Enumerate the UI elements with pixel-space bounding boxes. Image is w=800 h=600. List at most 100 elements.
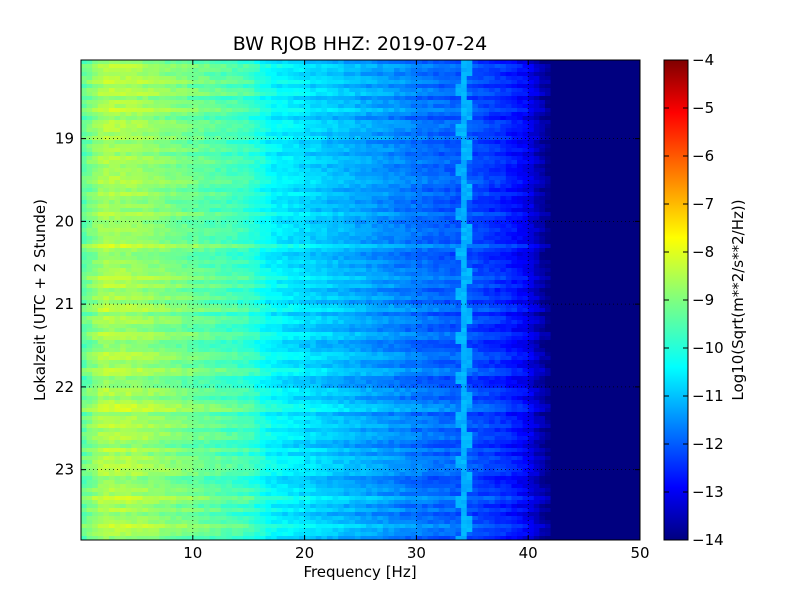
heatmap-cell (231, 232, 239, 237)
heatmap-cell (388, 100, 395, 105)
heatmap-cell (550, 116, 557, 121)
heatmap-cell (125, 160, 132, 165)
heatmap-cell (628, 128, 636, 133)
heatmap-cell (332, 124, 339, 129)
heatmap-cell (164, 180, 172, 185)
heatmap-cell (444, 164, 451, 169)
heatmap-cell (92, 116, 99, 121)
heatmap-cell (483, 76, 490, 81)
heatmap-cell (164, 120, 172, 125)
heatmap-cell (220, 60, 227, 65)
heatmap-cell (315, 180, 322, 185)
heatmap-cell (276, 92, 283, 97)
heatmap-cell (394, 112, 401, 117)
heatmap-cell (449, 176, 457, 181)
heatmap-cell (203, 200, 211, 205)
heatmap-cell (388, 156, 395, 161)
heatmap-cell (304, 164, 311, 169)
heatmap-cell (315, 232, 322, 237)
heatmap-cell (271, 256, 278, 261)
heatmap-cell (589, 204, 596, 209)
heatmap-cell (187, 72, 194, 77)
heatmap-cell (606, 232, 613, 237)
heatmap-cell (131, 216, 138, 221)
heatmap-cell (164, 84, 172, 89)
heatmap-cell (483, 200, 490, 205)
heatmap-cell (136, 248, 144, 253)
heatmap-cell (81, 128, 88, 133)
heatmap-cell (170, 188, 177, 193)
heatmap-cell (617, 108, 624, 113)
heatmap-cell (511, 112, 518, 117)
heatmap-cell (86, 100, 93, 105)
heatmap-cell (181, 212, 188, 217)
heatmap-cell (321, 112, 328, 117)
heatmap-cell (108, 188, 116, 193)
heatmap-cell (181, 176, 188, 181)
heatmap-cell (455, 176, 462, 181)
heatmap-cell (444, 96, 451, 101)
heatmap-cell (248, 112, 255, 117)
heatmap-cell (215, 208, 222, 213)
heatmap-cell (265, 68, 272, 73)
heatmap-cell (276, 196, 283, 201)
heatmap-cell (203, 88, 211, 93)
heatmap-cell (220, 236, 227, 241)
heatmap-cell (550, 244, 557, 249)
heatmap-cell (567, 132, 574, 137)
heatmap-cell (254, 244, 261, 249)
heatmap-cell (606, 112, 613, 117)
heatmap-cell (164, 168, 172, 173)
heatmap-cell (567, 248, 574, 253)
heatmap-cell (494, 88, 501, 93)
heatmap-cell (517, 80, 524, 85)
heatmap-cell (472, 232, 479, 237)
heatmap-cell (315, 220, 322, 225)
heatmap-cell (382, 208, 390, 213)
heatmap-cell (612, 108, 619, 113)
heatmap-cell (505, 124, 513, 129)
heatmap-cell (259, 232, 267, 237)
heatmap-cell (310, 120, 317, 125)
heatmap-cell (226, 132, 233, 137)
heatmap-cell (511, 236, 518, 241)
heatmap-cell (215, 100, 222, 105)
heatmap-cell (293, 192, 300, 197)
heatmap-cell (477, 200, 485, 205)
heatmap-cell (125, 236, 132, 241)
heatmap-cell (477, 184, 485, 189)
heatmap-cell (120, 188, 127, 193)
heatmap-cell (528, 100, 535, 105)
heatmap-cell (259, 236, 267, 241)
heatmap-cell (142, 68, 149, 73)
heatmap-cell (108, 224, 116, 229)
heatmap-cell (192, 68, 199, 73)
heatmap-cell (226, 128, 233, 133)
heatmap-cell (489, 224, 496, 229)
heatmap-cell (332, 168, 339, 173)
heatmap-cell (377, 144, 384, 149)
heatmap-cell (505, 152, 513, 157)
heatmap-cell (136, 60, 144, 65)
heatmap-cell (371, 224, 378, 229)
heatmap-cell (237, 216, 244, 221)
heatmap-cell (550, 252, 557, 257)
heatmap-cell (192, 120, 199, 125)
heatmap-cell (338, 88, 345, 93)
heatmap-cell (539, 160, 546, 165)
heatmap-cell (589, 136, 596, 141)
heatmap-cell (427, 208, 434, 213)
heatmap-cell (343, 216, 350, 221)
heatmap-cell (455, 80, 462, 85)
heatmap-cell (142, 160, 149, 165)
heatmap-cell (533, 212, 540, 217)
heatmap-cell (600, 220, 608, 225)
heatmap-cell (572, 168, 580, 173)
heatmap-cell (394, 204, 401, 209)
heatmap-cell (310, 236, 317, 241)
heatmap-cell (259, 244, 267, 249)
heatmap-cell (444, 152, 451, 157)
heatmap-cell (310, 244, 317, 249)
heatmap-cell (265, 148, 272, 153)
heatmap-cell (416, 124, 423, 129)
